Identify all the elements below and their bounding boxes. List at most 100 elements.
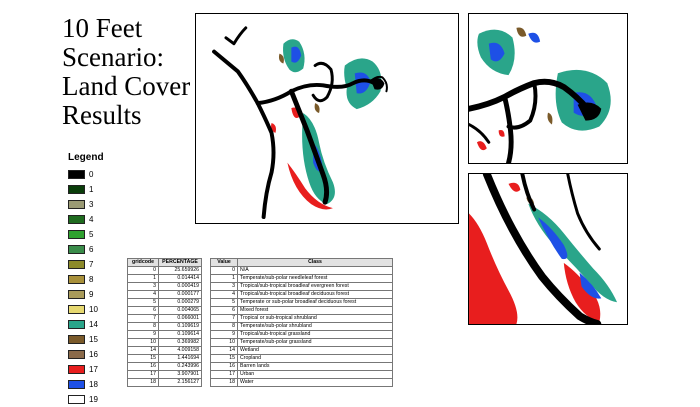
table-cell: 8 — [210, 322, 238, 331]
table-cell: 2.156127 — [158, 378, 202, 387]
legend-swatch — [68, 169, 85, 179]
table-row: 8 0.109619 — [127, 322, 202, 331]
table-cell: 15 — [127, 354, 159, 363]
table-row: 18 2.156127 — [127, 378, 202, 387]
inset-map-north — [468, 13, 628, 164]
table-row: 16 Barren lands — [210, 362, 393, 371]
table-cell: Tropical/sub-tropical broadleaf evergree… — [237, 282, 393, 291]
legend-swatch — [68, 289, 85, 299]
table-row: 18 Water — [210, 378, 393, 387]
table-cell: 4 — [210, 290, 238, 299]
table-cell: 0.243996 — [158, 362, 202, 371]
legend-swatch — [68, 304, 85, 314]
table-cell: Barren lands — [237, 362, 393, 371]
legend-swatch — [68, 334, 85, 344]
table-cell: 0.109614 — [158, 330, 202, 339]
table-row: 10 Temperate/sub-polar grassland — [210, 338, 393, 347]
legend-item: 4 — [68, 212, 104, 226]
table-cell: 5 — [210, 298, 238, 307]
column-header: Value — [210, 258, 238, 267]
column-header: PERCENTAGE — [158, 258, 202, 267]
table-row: 14 Wetland — [210, 346, 393, 355]
legend-swatch — [68, 379, 85, 389]
table-cell: 0.000279 — [158, 298, 202, 307]
table-cell: 3 — [210, 282, 238, 291]
table-cell: 15 — [210, 354, 238, 363]
table-cell: 4 — [127, 290, 159, 299]
legend-label: 7 — [89, 259, 94, 269]
column-header: Class — [237, 258, 393, 267]
table-row: 16 0.243996 — [127, 362, 202, 371]
table-cell: 1 — [127, 274, 159, 283]
table-cell: 1 — [210, 274, 238, 283]
table-row: 14 4.009158 — [127, 346, 202, 355]
legend-label: 9 — [89, 289, 94, 299]
table-cell: 25.659926 — [158, 266, 202, 275]
table-cell: 16 — [127, 362, 159, 371]
legend-label: 3 — [89, 199, 94, 209]
table-cell: 0 — [210, 266, 238, 275]
legend-swatch — [68, 214, 85, 224]
title-line: Results — [62, 100, 142, 130]
legend-label: 0 — [89, 169, 94, 179]
table-cell: 10 — [210, 338, 238, 347]
inset-map-south — [468, 173, 628, 325]
legend-item: 10 — [68, 302, 104, 316]
table-row: 6 0.004065 — [127, 306, 202, 315]
table-cell: 1.441694 — [158, 354, 202, 363]
table-row: 6 Mixed forest — [210, 306, 393, 315]
legend-swatch — [68, 274, 85, 284]
table-cell: Tropical/sub-tropical grassland — [237, 330, 393, 339]
table-cell: 14 — [127, 346, 159, 355]
table-row: 3 Tropical/sub-tropical broadleaf evergre… — [210, 282, 393, 291]
legend-label: 18 — [89, 379, 98, 389]
slide-title: 10 Feet Scenario: Land Cover Results — [62, 14, 202, 130]
table-row: 7 0.066001 — [127, 314, 202, 323]
table-row: 8 Temperate/sub-polar shrubland — [210, 322, 393, 331]
legend-item: 6 — [68, 242, 104, 256]
table-cell: Temperate/sub-polar shrubland — [237, 322, 393, 331]
table-cell: 0.004065 — [158, 306, 202, 315]
table-row: 1 0.014414 — [127, 274, 202, 283]
table-cell: 0.109619 — [158, 322, 202, 331]
table-cell: 4.009158 — [158, 346, 202, 355]
legend-label: 6 — [89, 244, 94, 254]
table-row: 10 0.369982 — [127, 338, 202, 347]
legend-swatch — [68, 259, 85, 269]
table-cell: N/A — [237, 266, 393, 275]
legend-swatch — [68, 184, 85, 194]
table-cell: Temperate or sub-polar broadleaf deciduo… — [237, 298, 393, 307]
gridcode-percentage-table: gridcode PERCENTAGE 0 25.659926 1 0.014414 3… — [127, 258, 202, 387]
column-header: gridcode — [127, 258, 159, 267]
legend-label: 4 — [89, 214, 94, 224]
legend-item: 18 — [68, 377, 104, 391]
legend-item: 5 — [68, 227, 104, 241]
legend-item: 17 — [68, 362, 104, 376]
table-cell: 5 — [127, 298, 159, 307]
table-cell: 3.907901 — [158, 370, 202, 379]
table-cell: Urban — [237, 370, 393, 379]
legend-label: 19 — [89, 394, 98, 404]
legend-item: 9 — [68, 287, 104, 301]
legend-label: 15 — [89, 334, 98, 344]
table-row: 15 1.441694 — [127, 354, 202, 363]
table-row: 0 N/A — [210, 266, 393, 275]
table-cell: 7 — [127, 314, 159, 323]
table-row: 7 Tropical or sub-tropical shrubland — [210, 314, 393, 323]
title-line: 10 Feet — [62, 13, 143, 43]
table-cell: 8 — [127, 322, 159, 331]
legend-item: 8 — [68, 272, 104, 286]
table-row: 9 0.109614 — [127, 330, 202, 339]
legend-item: 7 — [68, 257, 104, 271]
table-cell: 0.014414 — [158, 274, 202, 283]
inset-map-north-graphic — [469, 27, 611, 163]
table-cell: Tropical/sub-tropical broadleaf deciduou… — [237, 290, 393, 299]
table-cell: 6 — [210, 306, 238, 315]
inset-map-south-graphic — [469, 174, 618, 324]
table-row: 3 0.000419 — [127, 282, 202, 291]
table-cell: 0.000177 — [158, 290, 202, 299]
table-cell: 9 — [210, 330, 238, 339]
legend-item: 3 — [68, 197, 104, 211]
table-cell: 14 — [210, 346, 238, 355]
legend-label: 5 — [89, 229, 94, 239]
